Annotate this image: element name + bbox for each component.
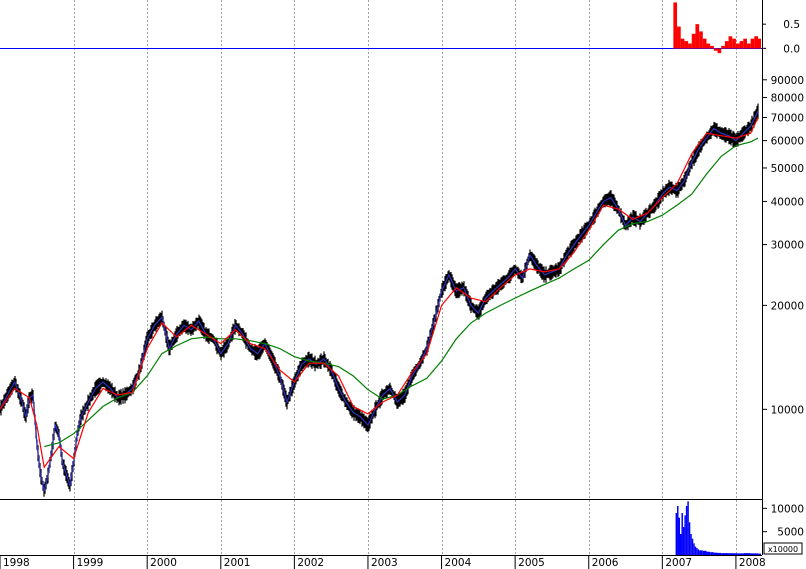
- volume-bar: [728, 553, 736, 555]
- price-tick-label: 30000: [771, 240, 804, 252]
- indicator-bar: [739, 41, 744, 49]
- volume-bar: [691, 538, 694, 555]
- volume-bar: [682, 527, 685, 555]
- indicator-bar: [713, 48, 718, 51]
- volume-bar: [758, 553, 761, 555]
- price-tick-label: 60000: [771, 136, 804, 148]
- indicator-bar: [702, 38, 707, 49]
- price-tick-label: 90000: [771, 75, 804, 87]
- volume-bar: [721, 553, 729, 555]
- volume-bar: [677, 506, 679, 555]
- x-tick-label: 2004: [445, 557, 472, 569]
- indicator-bar: [724, 41, 729, 49]
- volume-bar: [681, 513, 683, 555]
- volume-tick-label: 5000: [777, 527, 804, 539]
- volume-bar: [717, 552, 722, 555]
- indicator-tick-label: 0.0: [783, 43, 800, 55]
- long-moving-average-line: [44, 137, 759, 448]
- volume-bar: [699, 550, 703, 555]
- volume-bar: [743, 553, 751, 555]
- x-tick-label: 2000: [150, 557, 177, 569]
- volume-bar: [713, 552, 718, 555]
- price-tick-label: 80000: [771, 92, 804, 104]
- indicator-bar: [710, 45, 714, 49]
- price-tick-label: 40000: [771, 196, 804, 208]
- indicator-bar: [746, 43, 751, 49]
- price-tick-label: 50000: [771, 163, 804, 175]
- price-tick-label: 10000: [771, 404, 804, 416]
- volume-tick-label: 10000: [771, 503, 804, 515]
- indicator-bar: [688, 43, 692, 49]
- volume-bar: [685, 506, 688, 555]
- indicator-bar: [695, 24, 700, 49]
- indicator-bar: [680, 38, 685, 49]
- volume-bar: [678, 517, 680, 555]
- x-tick-label: 1999: [77, 557, 104, 569]
- volume-bar: [687, 501, 689, 555]
- volume-unit-box: [763, 542, 803, 555]
- indicator-bar: [673, 2, 678, 49]
- volume-bar: [675, 513, 678, 555]
- x-tick-label: 1998: [3, 557, 30, 569]
- price-tick-label: 70000: [771, 112, 804, 124]
- x-tick-label: 2005: [518, 557, 545, 569]
- indicator-bar: [684, 41, 689, 49]
- indicator-bar: [706, 43, 711, 49]
- short-moving-average-line: [0, 117, 759, 469]
- indicator-bar: [721, 45, 725, 49]
- indicator-bar: [735, 43, 740, 49]
- indicator-bar: [717, 48, 722, 54]
- volume-bar: [710, 552, 714, 555]
- x-tick-label: 2008: [739, 557, 766, 569]
- volume-bar: [690, 534, 692, 555]
- x-tick-label: 2003: [371, 557, 398, 569]
- volume-bar: [750, 553, 758, 555]
- x-tick-label: 2001: [224, 557, 251, 569]
- volume-bar: [688, 522, 691, 555]
- price-line: [0, 110, 759, 492]
- volume-bar: [735, 553, 744, 555]
- indicator-bar: [758, 38, 761, 49]
- indicator-bar: [754, 36, 758, 49]
- indicator-bar: [691, 33, 696, 49]
- price-panel: [0, 103, 759, 497]
- indicator-panel: [0, 2, 762, 54]
- price-tick-label: 20000: [771, 300, 804, 312]
- volume-bar: [696, 548, 698, 555]
- indicator-bar: [699, 31, 703, 49]
- volume-bar: [702, 550, 707, 555]
- indicator-bar: [677, 26, 681, 49]
- x-axis-labels: 1998 1999 2000 2001 2002 2003 2004 2005 2006 2007…: [0, 555, 766, 569]
- indicator-bar: [743, 38, 747, 49]
- indicator-bar: [750, 38, 755, 49]
- y-axis-labels: 0.5 0.0 90000 80000 70000 60000 50000 40000 3000…: [762, 19, 804, 555]
- indicator-tick-label: 0.5: [783, 19, 800, 31]
- volume-bar: [693, 543, 695, 555]
- volume-bar: [684, 515, 686, 555]
- volume-panel: [675, 501, 761, 555]
- x-tick-label: 2007: [665, 557, 692, 569]
- volume-unit-label: x10000: [768, 545, 798, 554]
- indicator-bar: [732, 38, 736, 49]
- volume-bar: [694, 546, 697, 555]
- panel-frames: [0, 0, 763, 556]
- volume-bar: [679, 534, 682, 555]
- volume-bar: [697, 549, 700, 555]
- x-tick-label: 2002: [297, 557, 324, 569]
- x-tick-label: 2006: [592, 557, 619, 569]
- volume-bar: [706, 551, 711, 555]
- grid-lines: [74, 0, 737, 555]
- indicator-bar: [728, 36, 733, 49]
